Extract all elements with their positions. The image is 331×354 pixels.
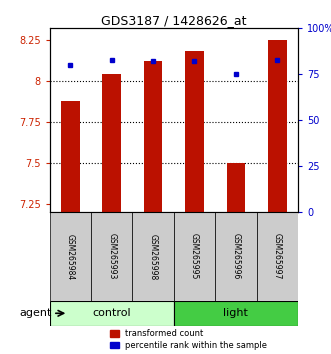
Title: GDS3187 / 1428626_at: GDS3187 / 1428626_at <box>101 14 247 27</box>
Bar <box>215 212 257 301</box>
Text: GSM265997: GSM265997 <box>273 233 282 280</box>
Bar <box>185 51 204 212</box>
Bar <box>91 212 132 301</box>
Text: GSM265996: GSM265996 <box>231 233 240 280</box>
Bar <box>132 212 174 301</box>
Legend: transformed count, percentile rank within the sample: transformed count, percentile rank withi… <box>110 329 267 350</box>
Bar <box>50 212 91 301</box>
Bar <box>268 40 287 212</box>
Text: light: light <box>223 308 248 318</box>
Bar <box>174 301 298 326</box>
Bar <box>174 212 215 301</box>
Bar <box>61 101 80 212</box>
Text: GSM265993: GSM265993 <box>107 233 116 280</box>
Text: GSM265984: GSM265984 <box>66 234 75 280</box>
Text: control: control <box>92 308 131 318</box>
Text: agent: agent <box>19 308 52 318</box>
Bar <box>102 74 121 212</box>
Bar <box>50 301 174 326</box>
Text: GSM265995: GSM265995 <box>190 233 199 280</box>
Text: GSM265998: GSM265998 <box>149 234 158 280</box>
Bar <box>257 212 298 301</box>
Bar <box>226 163 245 212</box>
Bar <box>144 61 163 212</box>
